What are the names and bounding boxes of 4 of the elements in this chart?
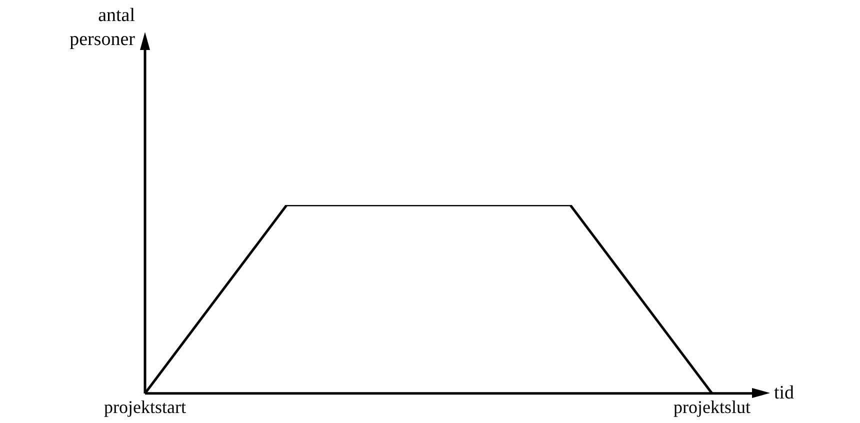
- text: antal personer: [70, 4, 136, 50]
- x-axis-title: tid: [774, 382, 795, 404]
- x-tick-label: projektstart: [104, 396, 186, 417]
- x-tick-label: projektslut: [674, 396, 750, 417]
